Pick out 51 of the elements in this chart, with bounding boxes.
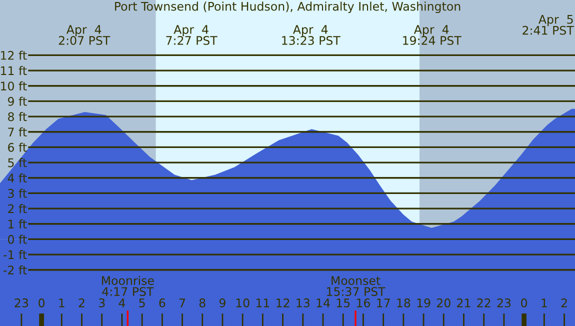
y-tick-label: 0 ft: [8, 234, 27, 244]
y-tick-label: -2 ft: [4, 265, 27, 274]
x2-tick-label: Apr 4 7:27 PST: [166, 25, 218, 45]
x-tick-label: 17: [377, 298, 390, 308]
chart-title: Port Townsend (Point Hudson), Admiralty Inlet, Washington: [115, 2, 460, 14]
x-tick-label: 16: [357, 298, 370, 308]
x-tick-label: 13: [296, 298, 310, 308]
x-tick-label: 9: [219, 298, 226, 308]
ref-line-label: Moonset 15:37 PST: [327, 276, 386, 296]
y-tick-label: 10 ft: [1, 81, 27, 91]
x-tick-label: 4: [118, 298, 126, 308]
x-tick-label: 20: [437, 298, 450, 308]
y-tick-label: 8 ft: [8, 112, 27, 122]
x-tick-label: 11: [256, 298, 270, 308]
x-tick-label: 0: [38, 298, 45, 308]
x-tick-label: 10: [236, 298, 250, 308]
x-tick-label: 2: [78, 298, 84, 308]
y-tick-label: 11 ft: [1, 66, 27, 76]
x-tick-label: 23: [497, 298, 511, 308]
x2-tick-label: Apr 4 2:07 PST: [58, 25, 110, 45]
y-tick-label: 3 ft: [8, 188, 27, 198]
y-tick-label: 9 ft: [8, 96, 27, 106]
x-tick-label: 19: [417, 298, 430, 308]
x-tick-label: 14: [316, 298, 330, 308]
annotation: Apr 5 2:41 PST: [522, 15, 574, 35]
x-tick-label: 18: [397, 298, 410, 308]
x-tick-label: 2: [561, 298, 567, 308]
x-tick-label: 3: [99, 298, 105, 308]
y-tick-label: 2 ft: [8, 204, 27, 214]
x-tick-label: 15: [336, 298, 350, 308]
ref-line-label: Moonrise 4:17 PST: [102, 276, 154, 296]
y-tick-label: 5 ft: [8, 158, 27, 168]
x2-tick-label: Apr 4 13:23 PST: [282, 25, 340, 45]
y-tick-label: 7 ft: [8, 127, 27, 136]
x-tick-label: 5: [139, 298, 145, 308]
x-tick-label: 22: [477, 298, 490, 308]
x-tick-label: 23: [14, 298, 28, 308]
x2-tick-label: Apr 4 19:24 PST: [403, 25, 462, 45]
x-tick-label: 8: [199, 298, 206, 308]
x-tick-label: 21: [457, 298, 470, 308]
x-tick-label: 1: [59, 298, 64, 308]
x-tick-label: 0: [521, 298, 528, 308]
x-tick-label: 12: [276, 298, 290, 308]
x-tick-label: 6: [159, 298, 166, 308]
x-tick-label: 1: [542, 298, 547, 308]
y-tick-label: 12 ft: [1, 50, 27, 60]
y-tick-label: -1 ft: [4, 250, 27, 260]
y-tick-label: 1 ft: [8, 219, 27, 228]
y-tick-label: 4 ft: [8, 173, 27, 182]
x-tick-label: 7: [179, 298, 186, 308]
y-tick-label: 6 ft: [8, 142, 27, 152]
